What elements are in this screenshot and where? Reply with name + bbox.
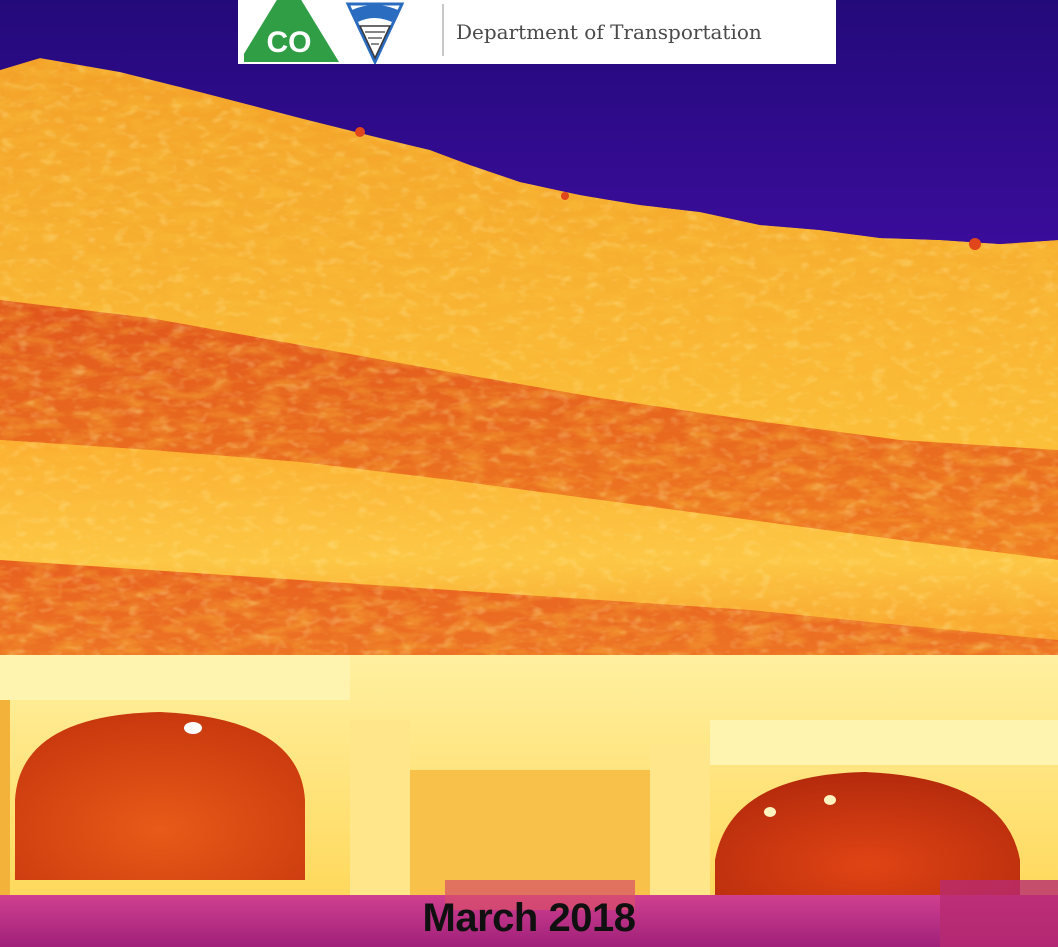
colorado-logo-icon: CO <box>244 0 405 64</box>
logo-divider <box>442 4 444 56</box>
publication-date: March 2018 <box>422 896 636 940</box>
svg-text:CO: CO <box>267 26 312 59</box>
department-name: Department of Transportation <box>456 20 762 44</box>
cdot-logo-banner: CO Department of Transportation <box>238 0 836 64</box>
